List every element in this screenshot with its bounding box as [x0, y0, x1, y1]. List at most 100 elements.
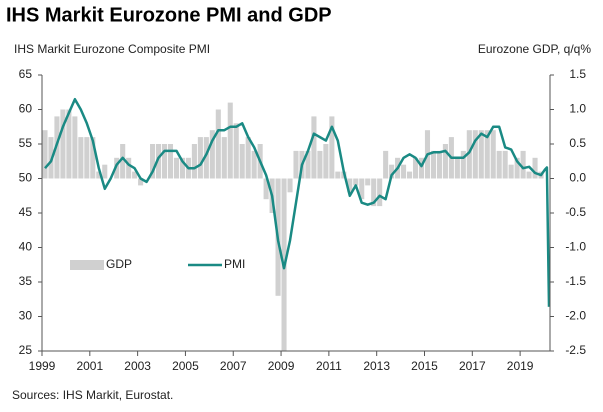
- gdp-bar: [418, 157, 425, 179]
- gdp-bar: [60, 109, 66, 179]
- gdp-bar: [377, 178, 383, 207]
- gdp-bar: [460, 150, 466, 179]
- gdp-bar: [383, 150, 389, 179]
- x-tick-label: 2017: [459, 359, 486, 373]
- gdp-bar: [197, 137, 203, 179]
- y2-tick-label: -2.0: [565, 309, 586, 323]
- y2-tick-label: -1.5: [565, 274, 586, 288]
- y-tick-label: 60: [19, 102, 33, 116]
- gdp-bar: [412, 157, 419, 179]
- gdp-bar: [120, 144, 126, 179]
- gdp-bar: [532, 157, 538, 179]
- gdp-bar: [84, 137, 90, 179]
- gdp-bar: [167, 144, 174, 179]
- x-tick-label: 2009: [268, 359, 295, 373]
- gdp-bar: [305, 150, 311, 179]
- y-tick-label: 25: [19, 343, 33, 357]
- gdp-bar: [72, 116, 78, 179]
- gdp-bar: [407, 171, 413, 179]
- gdp-bar: [389, 164, 395, 179]
- gdp-bar: [239, 144, 245, 179]
- y-tick-label: 30: [19, 309, 33, 323]
- y2-tick-label: -0.5: [565, 205, 586, 219]
- gdp-bar: [251, 150, 257, 179]
- gdp-bar: [311, 116, 317, 179]
- gdp-bar: [353, 178, 359, 186]
- gdp-bar: [126, 157, 132, 179]
- gdp-bar: [287, 178, 293, 193]
- gdp-bar: [454, 157, 460, 179]
- legend-label: PMI: [224, 257, 245, 271]
- plot-area: [42, 97, 550, 351]
- gdp-bar: [293, 150, 299, 179]
- source: Sources: IHS Markit, Eurostat.: [12, 388, 173, 402]
- x-tick-label: 2007: [220, 359, 247, 373]
- y-tick-label: 50: [19, 171, 33, 185]
- y2-tick-label: 0.0: [569, 171, 586, 185]
- x-tick-label: 2013: [363, 359, 390, 373]
- gdp-bar: [365, 178, 371, 186]
- x-tick-label: 2003: [124, 359, 151, 373]
- y2-tick-label: -2.5: [565, 343, 586, 357]
- gdp-bar: [233, 123, 239, 179]
- gdp-bar: [371, 178, 377, 207]
- gdp-bar: [96, 171, 102, 179]
- y-tick-label: 55: [19, 136, 33, 150]
- gdp-bar: [472, 130, 478, 179]
- gdp-bar: [335, 171, 341, 179]
- gdp-bar: [245, 137, 251, 179]
- gdp-bar: [90, 137, 96, 179]
- gdp-bar: [221, 137, 227, 179]
- gdp-bar: [132, 171, 138, 179]
- gdp-bar: [161, 144, 168, 179]
- gdp-bar: [179, 157, 185, 179]
- gdp-bar: [263, 178, 269, 200]
- x-tick-label: 2019: [507, 359, 534, 373]
- y2-tick-label: 1.0: [569, 102, 586, 116]
- gdp-bar: [138, 178, 144, 186]
- x-tick-label: 1999: [29, 359, 56, 373]
- x-tick-label: 2011: [316, 359, 342, 373]
- gdp-bar: [490, 130, 496, 179]
- gdp-bar: [203, 137, 209, 179]
- gdp-bar: [436, 150, 442, 179]
- gdp-bar: [114, 157, 120, 179]
- y-axis-label: IHS Markit Eurozone Composite PMI: [14, 42, 210, 56]
- gdp-bar: [329, 116, 335, 179]
- pmi-line: [44, 97, 550, 307]
- y2-tick-label: 1.5: [569, 67, 586, 81]
- legend-swatch: [70, 260, 104, 270]
- gdp-bar: [359, 178, 365, 200]
- gdp-bar: [66, 109, 72, 179]
- y2-axis-label: Eurozone GDP, q/q%: [478, 42, 592, 56]
- gdp-bar: [102, 164, 108, 179]
- gdp-bar: [442, 144, 448, 179]
- gdp-bar: [401, 164, 407, 179]
- y-tick-label: 40: [19, 240, 33, 254]
- gdp-bar: [323, 144, 329, 179]
- gdp-bar: [173, 157, 180, 179]
- x-tick-label: 2015: [411, 359, 438, 373]
- gdp-bar: [209, 130, 215, 179]
- gdp-bar: [227, 102, 233, 179]
- gdp-bar: [508, 164, 514, 179]
- gdp-bar: [215, 109, 221, 179]
- y2-tick-label: -1.0: [565, 240, 586, 254]
- y2-tick-label: 0.5: [569, 136, 586, 150]
- gdp-bar: [502, 150, 508, 179]
- gdp-bar: [526, 171, 532, 179]
- gdp-bar: [150, 144, 156, 179]
- x-tick-label: 2005: [172, 359, 199, 373]
- gdp-bar: [78, 137, 84, 179]
- gdp-bar: [42, 130, 48, 179]
- y-tick-label: 65: [19, 67, 33, 81]
- y-tick-label: 35: [19, 274, 33, 288]
- gdp-bar: [317, 150, 323, 179]
- gdp-bar: [430, 150, 436, 179]
- gdp-bar: [520, 150, 526, 179]
- gdp-bar: [191, 144, 197, 179]
- gdp-bar: [347, 178, 353, 193]
- gdp-bar: [156, 144, 162, 179]
- y-tick-label: 45: [19, 205, 33, 219]
